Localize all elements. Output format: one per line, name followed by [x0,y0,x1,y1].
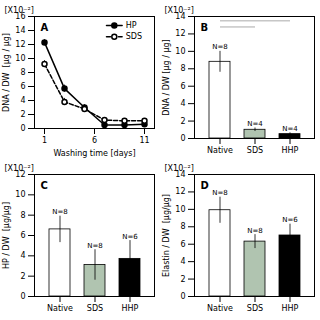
svg-text:[X10⁻²]: [X10⁻²] [165,164,194,173]
svg-text:11: 11 [139,136,149,145]
svg-text:10: 10 [15,54,25,63]
svg-text:SDS: SDS [247,304,263,313]
svg-text:N=6: N=6 [282,216,298,224]
svg-text:8: 8 [20,211,25,220]
svg-text:10: 10 [175,205,185,214]
svg-text:12: 12 [15,170,26,180]
svg-text:1: 1 [42,136,47,145]
svg-text:0: 0 [20,292,25,301]
svg-text:Elastin / DW [μg/μg]: Elastin / DW [μg/μg] [162,194,171,277]
svg-text:12: 12 [175,187,185,196]
svg-text:B: B [201,22,209,33]
svg-text:C: C [41,180,48,191]
svg-text:8: 8 [20,68,25,77]
svg-text:N=6: N=6 [122,233,138,241]
svg-text:HHP: HHP [122,304,139,313]
svg-text:SDS: SDS [126,32,142,41]
svg-text:N=8: N=8 [247,227,263,235]
svg-text:N=4: N=4 [282,125,298,133]
svg-text:DNA / DW [μg / μg]: DNA / DW [μg / μg] [2,33,11,112]
svg-text:Native: Native [47,304,73,313]
svg-text:[X10⁻²]: [X10⁻²] [5,164,34,173]
svg-text:HP / DW [μg/μg]: HP / DW [μg/μg] [2,202,11,269]
svg-text:2: 2 [20,110,25,119]
svg-text:SDS: SDS [87,304,103,313]
svg-text:2: 2 [180,117,185,126]
svg-text:N=8: N=8 [212,189,228,197]
svg-text:N=4: N=4 [247,120,263,128]
svg-text:[X10⁻²]: [X10⁻²] [165,6,194,15]
svg-text:6: 6 [180,240,185,249]
svg-text:6: 6 [20,231,25,240]
svg-text:0: 0 [180,292,185,301]
svg-text:Native: Native [207,146,233,155]
svg-text:D: D [201,180,209,191]
svg-text:Native: Native [207,304,233,313]
svg-text:14: 14 [175,170,186,180]
svg-text:DNA / DW [μg / μg]: DNA / DW [μg / μg] [162,39,171,115]
svg-text:SDS: SDS [247,146,263,155]
svg-text:10: 10 [175,47,185,56]
svg-text:0: 0 [20,124,25,133]
svg-text:Washing time [days]: Washing time [days] [53,149,135,158]
svg-text:8: 8 [180,222,185,231]
svg-text:4: 4 [180,257,185,266]
svg-text:N=8: N=8 [52,208,68,216]
svg-text:4: 4 [180,99,185,108]
svg-text:6: 6 [20,82,25,91]
svg-text:6: 6 [92,136,97,145]
svg-text:4: 4 [20,251,25,260]
svg-text:12: 12 [15,40,25,49]
svg-text:0: 0 [180,134,185,143]
svg-text:12: 12 [175,29,185,38]
svg-text:16: 16 [15,12,26,22]
svg-text:HHP: HHP [282,146,299,155]
svg-text:14: 14 [15,26,25,35]
svg-text:A: A [41,22,49,33]
svg-text:10: 10 [15,190,25,199]
svg-text:6: 6 [180,82,185,91]
svg-text:[X10⁻²]: [X10⁻²] [5,6,34,15]
svg-text:8: 8 [180,64,185,73]
svg-text:14: 14 [175,12,186,22]
svg-text:N=8: N=8 [87,242,103,250]
svg-text:HP: HP [126,21,137,30]
svg-text:2: 2 [180,275,185,284]
svg-text:N=8: N=8 [212,43,228,51]
svg-text:HHP: HHP [282,304,299,313]
svg-text:4: 4 [20,96,25,105]
svg-text:2: 2 [20,272,25,281]
